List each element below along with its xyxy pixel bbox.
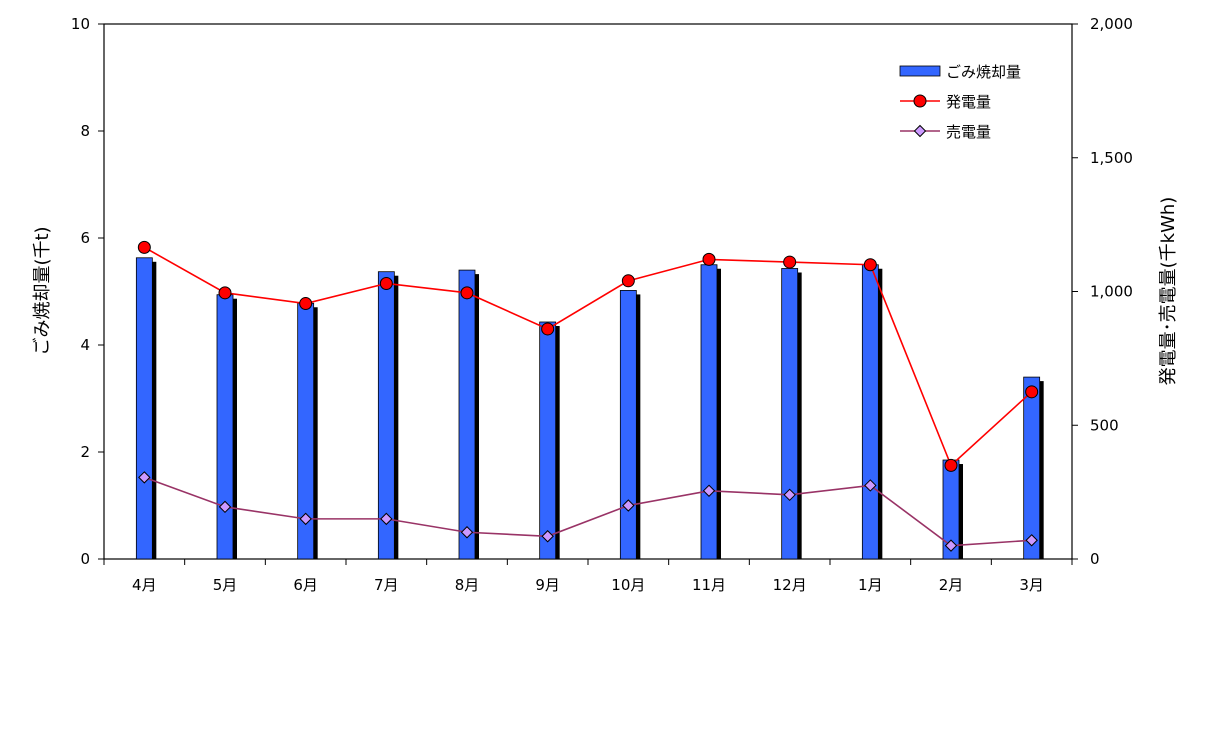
y-tick-label: 10 xyxy=(71,15,90,33)
legend-swatch-bar xyxy=(899,65,941,77)
legend-label: ごみ焼却量 xyxy=(946,63,1021,81)
bar xyxy=(458,269,476,560)
data-point-diamond xyxy=(218,500,232,514)
data-point-circle xyxy=(944,458,958,472)
data-point-diamond xyxy=(622,499,635,512)
legend-marker-circle xyxy=(913,94,927,108)
data-point-circle xyxy=(621,274,635,288)
data-point-diamond xyxy=(380,512,393,526)
x-tick-label: 10月 xyxy=(611,576,645,594)
legend-label: 売電量 xyxy=(946,123,991,141)
x-axis-ticks: 4月 5月 6月 7月 8月 9月 10月 11月 12月 1月 2月 3月 xyxy=(103,559,1073,594)
x-tick-label: 7月 xyxy=(374,576,399,594)
y2-tick-label: 1,500 xyxy=(1090,149,1133,167)
data-point-circle xyxy=(863,258,877,272)
bar xyxy=(377,271,395,560)
y2-tick-label: 1,000 xyxy=(1090,283,1133,301)
x-tick-label: 12月 xyxy=(773,576,807,594)
y-axis-title: ごみ焼却量(千t) xyxy=(32,226,53,355)
legend-label: 発電量 xyxy=(946,93,991,111)
x-tick-label: 1月 xyxy=(858,576,883,594)
bar xyxy=(1023,376,1041,560)
y2-axis-title: 発電量･売電量(千kWh) xyxy=(1158,197,1179,386)
legend-marker-diamond xyxy=(913,124,927,138)
x-tick-label: 3月 xyxy=(1019,576,1044,594)
data-point-diamond xyxy=(541,530,554,543)
bar xyxy=(700,264,718,560)
data-point-circle xyxy=(137,240,151,254)
data-point-diamond xyxy=(1025,534,1038,547)
x-tick-label: 9月 xyxy=(535,576,560,594)
data-point-circle xyxy=(299,297,313,311)
x-tick-label: 4月 xyxy=(132,576,157,594)
data-point-circle xyxy=(379,276,393,290)
y-tick-label: 4 xyxy=(80,336,90,354)
y-tick-label: 8 xyxy=(80,122,90,140)
data-point-circle xyxy=(541,322,555,336)
series-line xyxy=(143,246,1033,467)
bar xyxy=(619,290,637,560)
data-point-circle xyxy=(702,252,716,266)
data-point-diamond xyxy=(783,488,796,502)
x-tick-label: 5月 xyxy=(213,576,238,594)
data-point-diamond xyxy=(864,479,877,492)
y2-tick-label: 500 xyxy=(1090,416,1119,434)
bar xyxy=(539,321,557,560)
y2-tick-label: 2,000 xyxy=(1090,15,1133,33)
y-tick-label: 2 xyxy=(80,443,90,461)
left-axis-ticks: 0 2 4 6 8 10 xyxy=(71,15,104,568)
right-axis-ticks: 0 500 1,000 1,500 2,000 xyxy=(1072,15,1133,568)
data-point-diamond xyxy=(460,526,474,539)
data-point-diamond xyxy=(944,539,958,552)
y2-tick-label: 0 xyxy=(1090,550,1100,568)
data-point-diamond xyxy=(702,484,716,497)
x-tick-label: 6月 xyxy=(293,576,318,594)
y-tick-label: 6 xyxy=(80,229,90,247)
x-tick-label: 8月 xyxy=(455,576,480,594)
y-tick-label: 0 xyxy=(80,550,90,568)
data-point-diamond xyxy=(299,512,312,526)
data-point-circle xyxy=(1025,385,1039,399)
x-tick-label: 2月 xyxy=(939,576,964,594)
data-point-circle xyxy=(218,286,232,300)
data-point-diamond xyxy=(138,471,151,484)
data-point-circle xyxy=(783,255,797,269)
x-tick-label: 11月 xyxy=(692,576,726,594)
data-point-circle xyxy=(460,286,474,300)
bar xyxy=(216,294,234,560)
plot-area xyxy=(103,23,1073,560)
series-line xyxy=(144,476,1032,547)
bar xyxy=(135,257,153,560)
line-series xyxy=(137,240,1039,552)
bar xyxy=(781,268,799,560)
bar xyxy=(861,264,879,560)
